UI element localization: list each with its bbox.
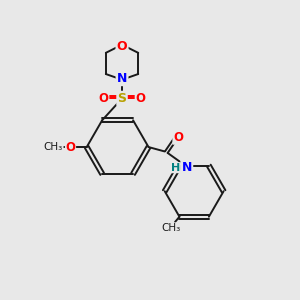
Text: N: N	[182, 160, 192, 174]
Text: O: O	[65, 141, 76, 154]
Text: CH₃: CH₃	[44, 142, 63, 152]
Text: S: S	[118, 92, 127, 105]
Text: O: O	[99, 92, 109, 105]
Text: CH₃: CH₃	[161, 223, 180, 233]
Text: O: O	[117, 40, 127, 53]
Text: H: H	[171, 163, 180, 173]
Text: N: N	[117, 72, 127, 85]
Text: O: O	[135, 92, 145, 105]
Text: O: O	[173, 131, 183, 144]
